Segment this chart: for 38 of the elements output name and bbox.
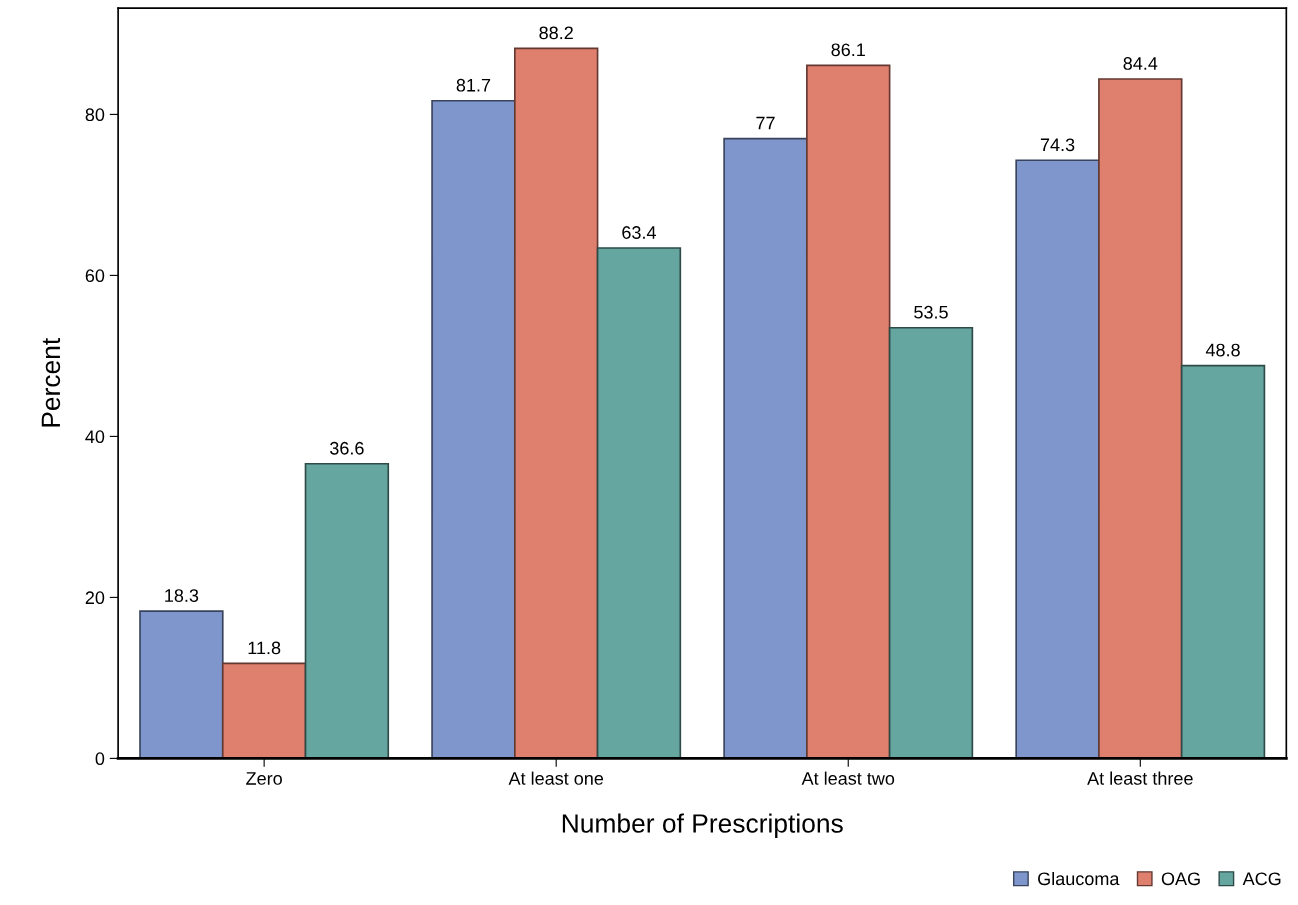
data-label: 84.4	[1123, 57, 1158, 70]
bar	[221, 662, 307, 759]
data-label: 81.7	[456, 78, 491, 92]
x-axis-title: Number of Prescriptions	[562, 813, 843, 839]
bar	[1015, 159, 1100, 759]
data-label: 86.1	[831, 43, 865, 57]
bar	[806, 64, 891, 759]
legend-label: Glaucoma	[1038, 871, 1120, 886]
y-axis-title: Percent	[41, 337, 61, 427]
y-tick-label: 60	[85, 269, 105, 283]
legend-label: OAG	[1161, 872, 1200, 886]
data-label: 36.6	[330, 441, 364, 455]
bar	[1098, 78, 1183, 759]
x-tick-label: At least three	[1087, 771, 1193, 785]
data-label: 18.3	[165, 589, 199, 602]
data-label: 11.8	[248, 641, 281, 655]
y-tick-label: 20	[85, 591, 105, 605]
x-tick-label: At least two	[801, 771, 895, 785]
legend-label: ACG	[1242, 872, 1281, 886]
bar	[1180, 364, 1266, 759]
bar	[513, 47, 599, 759]
bar	[596, 247, 682, 759]
y-tick-label: 80	[85, 108, 105, 122]
data-label: 63.4	[622, 226, 656, 239]
bar	[888, 326, 974, 759]
bar	[723, 137, 808, 759]
data-label: 48.8	[1205, 343, 1240, 357]
x-tick-label: Zero	[246, 772, 282, 785]
y-tick-label: 0	[95, 752, 105, 766]
y-tick-label: 40	[85, 430, 105, 444]
bar	[139, 610, 224, 759]
bar	[304, 462, 390, 759]
x-tick-label: At least one	[508, 771, 604, 785]
bar	[431, 99, 516, 759]
data-label: 77	[756, 116, 775, 130]
data-label: 88.2	[539, 26, 573, 40]
data-label: 53.5	[914, 305, 948, 319]
data-label: 74.3	[1040, 138, 1075, 152]
